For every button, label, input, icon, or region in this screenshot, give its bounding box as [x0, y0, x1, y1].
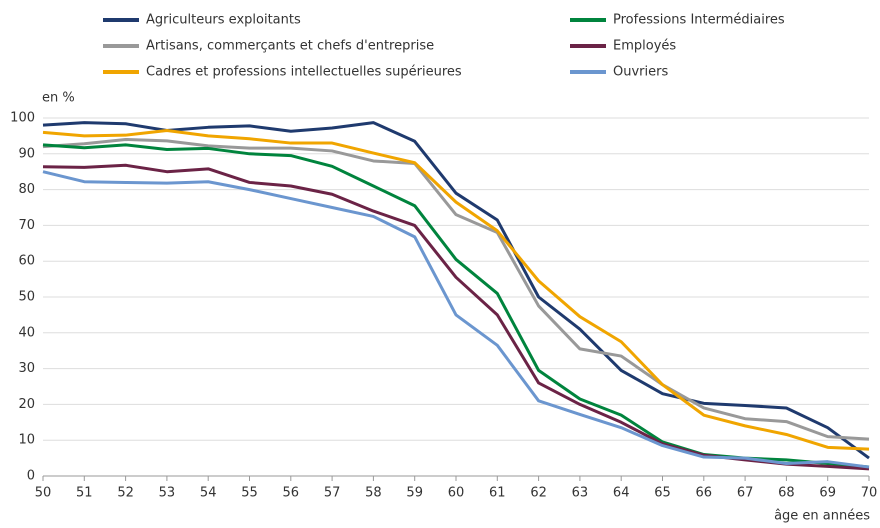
x-tick-label: 58 [365, 486, 382, 501]
x-tick-label: 56 [283, 486, 300, 501]
series-line [42, 121, 870, 460]
x-tick-label: 55 [241, 486, 258, 501]
y-tick-label: 10 [18, 433, 35, 448]
legend-label: Artisans, commerçants et chefs d'entrepr… [146, 39, 434, 54]
legend-label: Professions Intermédiaires [613, 13, 785, 28]
series-line [42, 129, 870, 451]
y-tick-label: 80 [18, 182, 35, 197]
x-tick-label: 66 [696, 486, 713, 501]
x-tick-label: 62 [530, 486, 547, 501]
y-tick-label: 90 [18, 146, 35, 161]
x-tick-label: 60 [448, 486, 465, 501]
x-tick-label: 68 [778, 486, 795, 501]
y-tick-label: 30 [18, 361, 35, 376]
series-line [42, 170, 870, 469]
y-tick-label: 100 [10, 111, 35, 126]
x-tick-label: 53 [159, 486, 176, 501]
x-tick-label: 57 [324, 486, 341, 501]
y-tick-label: 0 [27, 469, 35, 484]
series-line [42, 137, 870, 441]
x-tick-label: 50 [35, 486, 52, 501]
legend-label: Employés [613, 39, 676, 54]
x-tick-label: 61 [489, 486, 506, 501]
x-axis-label: âge en années [774, 509, 870, 524]
x-tick-label: 67 [737, 486, 754, 501]
legend-label: Agriculteurs exploitants [146, 13, 301, 28]
y-tick-label: 50 [18, 290, 35, 305]
x-tick-label: 70 [861, 486, 878, 501]
legend-label: Ouvriers [613, 65, 668, 80]
y-tick-label: 60 [18, 254, 35, 269]
x-tick-label: 59 [406, 486, 423, 501]
x-tick-label: 52 [117, 486, 134, 501]
x-tick-label: 65 [654, 486, 671, 501]
legend-label: Cadres et professions intellectuelles su… [146, 65, 462, 80]
series-line [42, 163, 870, 471]
x-tick-label: 64 [613, 486, 630, 501]
y-axis-label: en % [42, 91, 75, 106]
y-tick-label: 40 [18, 325, 35, 340]
x-tick-label: 63 [572, 486, 589, 501]
y-tick-label: 70 [18, 218, 35, 233]
x-tick-label: 54 [200, 486, 217, 501]
y-tick-label: 20 [18, 397, 35, 412]
x-tick-label: 69 [819, 486, 836, 501]
x-tick-label: 51 [76, 486, 93, 501]
